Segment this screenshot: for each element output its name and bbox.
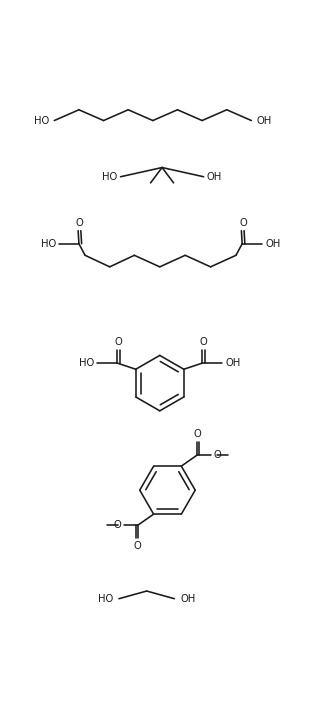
Text: HO: HO	[98, 594, 113, 604]
Text: HO: HO	[41, 239, 56, 249]
Text: O: O	[76, 219, 84, 228]
Text: HO: HO	[102, 172, 117, 182]
Text: O: O	[199, 337, 207, 347]
Text: HO: HO	[35, 115, 50, 126]
Text: HO: HO	[79, 358, 94, 368]
Text: OH: OH	[256, 115, 271, 126]
Text: O: O	[114, 337, 122, 347]
Text: OH: OH	[181, 594, 196, 604]
Text: O: O	[133, 541, 141, 551]
Text: O: O	[194, 430, 201, 439]
Text: OH: OH	[265, 239, 281, 249]
Text: OH: OH	[207, 172, 222, 182]
Text: O: O	[239, 219, 247, 228]
Text: OH: OH	[225, 358, 241, 368]
Text: O: O	[113, 520, 121, 530]
Text: O: O	[214, 451, 221, 460]
